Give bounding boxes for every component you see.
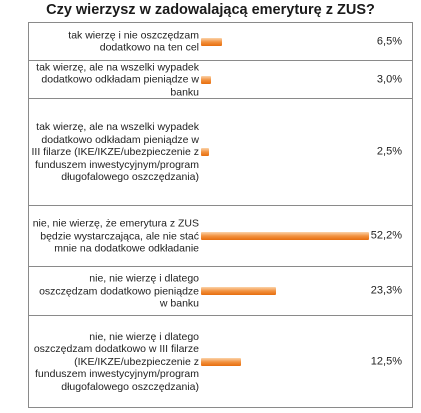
value-label: 2,5% <box>376 145 402 158</box>
bar <box>201 75 211 84</box>
category-label: tak wierzę, ale na wszelki wypadek dodat… <box>31 120 200 183</box>
category-label: nie, nie wierzę, że emerytura z ZUS będz… <box>32 217 199 255</box>
value-label: 12,5% <box>370 355 402 367</box>
category-label: tak wierzę i nie oszczędzam dodatkowo na… <box>68 29 199 54</box>
value-label: 23,3% <box>370 284 402 297</box>
bar-row: tak wierzę i nie oszczędzam dodatkowo na… <box>29 23 412 60</box>
chart-area: tak wierzę i nie oszczędzam dodatkowo na… <box>28 22 413 408</box>
value-label: 3,0% <box>376 73 402 85</box>
bar <box>201 148 210 156</box>
value-label: 52,2% <box>370 229 402 242</box>
bar <box>201 37 222 46</box>
bar <box>201 357 242 366</box>
value-label: 6,5% <box>376 35 402 47</box>
category-label: nie, nie wierzę i dlatego oszczędzam dod… <box>39 272 199 310</box>
bar-row: tak wierzę, ale na wszelki wypadek dodat… <box>29 60 412 98</box>
category-label: tak wierzę, ale na wszelki wypadek dodat… <box>36 60 199 98</box>
bar <box>201 287 276 295</box>
category-label: nie, nie wierzę i dlatego oszczędzam dod… <box>33 330 199 393</box>
bar <box>201 232 369 240</box>
bar-row: nie, nie wierzę, że emerytura z ZUS będz… <box>29 205 412 266</box>
chart-title: Czy wierzysz w zadowalającą emeryturę z … <box>46 2 375 18</box>
bar-row: tak wierzę, ale na wszelki wypadek dodat… <box>29 98 412 205</box>
bar-row: nie, nie wierzę i dlatego oszczędzam dod… <box>29 315 412 407</box>
bar-row: nie, nie wierzę i dlatego oszczędzam dod… <box>29 266 412 315</box>
